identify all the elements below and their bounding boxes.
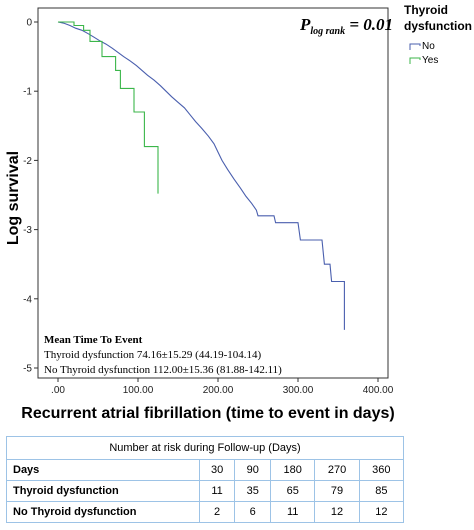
x-tick-label: 300.00 <box>283 385 314 396</box>
legend: Thyroid dysfunction No Yes <box>404 3 472 66</box>
y-tick-label: 0 <box>26 18 32 29</box>
risk-table-cell: 11 <box>198 480 236 502</box>
risk-table-cell: 12 <box>358 501 405 523</box>
y-axis-label: Log survival <box>5 151 22 245</box>
risk-table-header-label: Days <box>6 459 200 481</box>
annotation-line-no-thyroid: No Thyroid dysfunction 112.00±15.36 (81.… <box>44 364 282 376</box>
y-tick-label: -4 <box>23 294 32 305</box>
y-tick-label: -2 <box>23 156 32 167</box>
risk-table-row-label: Thyroid dysfunction <box>6 480 200 502</box>
risk-table-cell: 65 <box>270 480 316 502</box>
annotation-line-thyroid: Thyroid dysfunction 74.16±15.29 (44.19-1… <box>44 349 261 361</box>
risk-table-cell: 79 <box>314 480 360 502</box>
y-tick-label: -3 <box>23 225 32 236</box>
risk-table-caption-row: Number at risk during Follow-up (Days) <box>6 436 404 460</box>
x-tick-label: 100.00 <box>123 385 154 396</box>
risk-table-header-cell: 270 <box>314 459 360 481</box>
risk-table-header-row: Days 30 90 180 270 360 <box>6 459 405 481</box>
legend-entry-no: No <box>422 41 435 52</box>
annotation-title: Mean Time To Event <box>44 334 143 346</box>
y-axis: 0 -1 -2 -3 -4 -5 <box>23 18 38 375</box>
risk-table-row-thyroid: Thyroid dysfunction 11 35 65 79 85 <box>6 480 405 502</box>
risk-table-header-cell: 90 <box>234 459 272 481</box>
x-tick-label: .00 <box>51 385 65 396</box>
legend-title-line2: dysfunction <box>404 19 472 33</box>
risk-table-header-cell: 30 <box>198 459 236 481</box>
survival-plot: 0-1-2-3-4-5 .00 100.00 200.00 300.00 400.00 … <box>5 3 472 422</box>
legend-swatch-yes <box>409 57 421 64</box>
legend-title-line1: Thyroid <box>404 3 448 17</box>
y-tick-label: -5 <box>23 364 32 375</box>
risk-table-cell: 12 <box>314 501 360 523</box>
risk-table-row-no-thyroid: No Thyroid dysfunction 2 6 11 12 12 <box>6 501 405 523</box>
series-layer <box>57 21 345 330</box>
p-value-label: Plog rank = 0.01 <box>299 15 393 37</box>
risk-table: Number at risk during Follow-up (Days) D… <box>6 436 405 523</box>
plot-area <box>37 7 389 379</box>
p-value-value: = 0.01 <box>345 15 393 34</box>
risk-table-caption: Number at risk during Follow-up (Days) <box>6 436 404 460</box>
x-tick-label: 400.00 <box>363 385 394 396</box>
risk-table-cell: 35 <box>234 480 272 502</box>
p-value-subscript: log rank <box>310 26 345 37</box>
risk-table-cell: 6 <box>234 501 272 523</box>
risk-table-header-cell: 180 <box>270 459 316 481</box>
risk-table-header-cell: 360 <box>358 459 405 481</box>
p-value-prefix: P <box>299 15 311 34</box>
x-tick-label: 200.00 <box>203 385 234 396</box>
legend-swatch-no <box>409 43 421 50</box>
risk-table-cell: 85 <box>358 480 405 502</box>
risk-table-row-label: No Thyroid dysfunction <box>6 501 200 523</box>
series-line-yes <box>58 21 159 194</box>
x-axis-label: Recurrent atrial fibrillation (time to e… <box>21 405 394 422</box>
risk-table-cell: 11 <box>270 501 316 523</box>
legend-entry-yes: Yes <box>422 55 438 66</box>
mean-time-annotation: Mean Time To Event Thyroid dysfunction 7… <box>44 334 282 376</box>
x-axis: .00 100.00 200.00 300.00 400.00 <box>51 378 394 396</box>
risk-table-cell: 2 <box>198 501 236 523</box>
y-tick-label: -1 <box>23 87 32 98</box>
series-line-no <box>57 21 345 330</box>
